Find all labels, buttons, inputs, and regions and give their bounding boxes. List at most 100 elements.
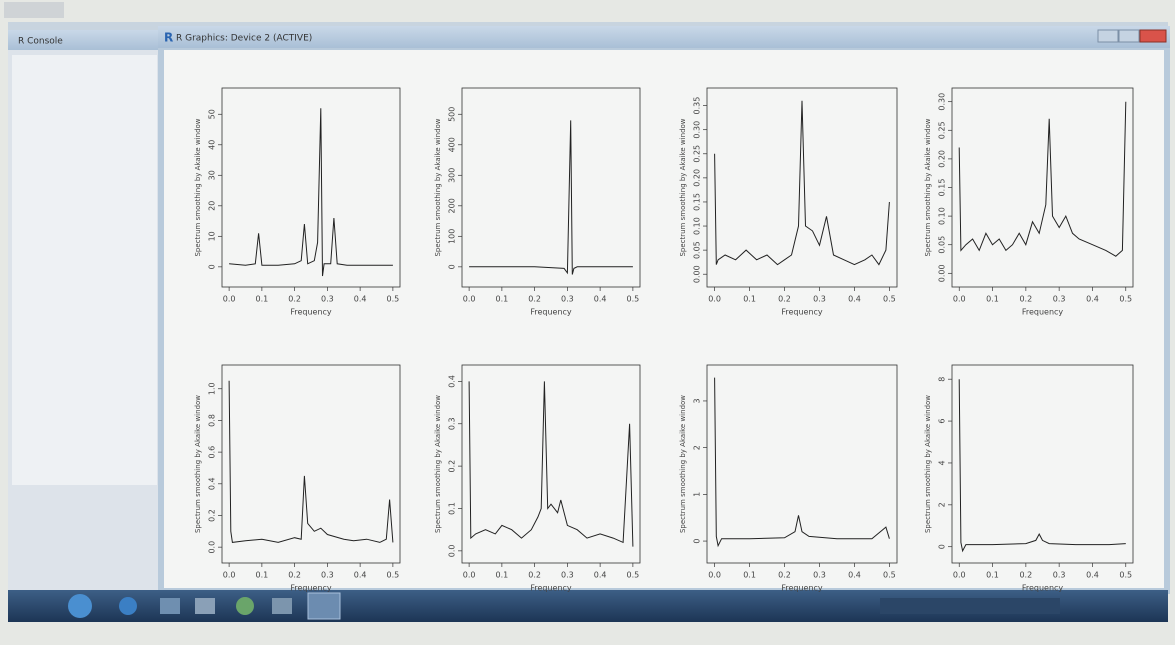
x-axis-label: Frequency <box>781 308 823 317</box>
graphics-title: R Graphics: Device 2 (ACTIVE) <box>176 34 312 44</box>
plots: 0.0 0.1 0.2 0.3 0.4 0.501020304050FrequencySp… <box>194 87 1134 593</box>
x-tick-label: 0.4 <box>848 571 861 580</box>
y-tick-label: 0.00 <box>693 265 702 283</box>
x-tick-label: 0.1 <box>986 571 999 580</box>
x-tick-label: 0.3 <box>813 571 826 580</box>
x-tick-label: 0.2 <box>288 571 301 580</box>
console-window: R Console <box>8 30 163 590</box>
media-icon[interactable] <box>236 597 254 615</box>
x-tick-label: 0.0 <box>463 571 476 580</box>
spectrum-line <box>714 377 890 548</box>
y-tick-label: 0 <box>448 264 457 269</box>
x-tick-label: 0.1 <box>256 571 269 580</box>
spectrum-line <box>229 108 393 277</box>
x-axis-label: Frequency <box>1022 584 1064 593</box>
x-tick-label: 0.0 <box>708 571 721 580</box>
y-axis-label: Spectrum smoothing by Akaike window <box>194 118 202 256</box>
y-tick-label: 2 <box>693 445 702 450</box>
y-tick-label: 0 <box>208 264 217 269</box>
y-tick-label: 1 <box>693 492 702 497</box>
explorer-icon[interactable] <box>160 598 180 614</box>
spectrum-line <box>468 381 634 547</box>
plot-box <box>706 87 898 288</box>
x-axis-label: Frequency <box>530 308 572 317</box>
app-icon[interactable] <box>272 598 292 614</box>
y-tick-label: 0.8 <box>208 414 217 427</box>
toolbar <box>4 2 64 18</box>
plot-box <box>461 364 641 564</box>
x-axis-label: Frequency <box>1022 308 1064 317</box>
x-tick-label: 0.1 <box>986 295 999 304</box>
y-tick-label: 50 <box>208 109 217 119</box>
y-tick-label: 0.25 <box>693 145 702 163</box>
x-axis-label: Frequency <box>290 584 332 593</box>
plot-box <box>706 364 898 564</box>
x-tick-label: 0.1 <box>743 571 756 580</box>
x-tick-label: 0.5 <box>1119 295 1132 304</box>
x-tick-label: 0.2 <box>1019 571 1032 580</box>
browser-icon[interactable] <box>119 597 137 615</box>
x-tick-label: 0.4 <box>354 295 367 304</box>
x-tick-label: 0.4 <box>594 571 607 580</box>
plot-box <box>221 364 401 564</box>
x-tick-label: 0.3 <box>813 295 826 304</box>
x-tick-label: 0.4 <box>354 571 367 580</box>
y-tick-label: 40 <box>208 140 217 150</box>
x-tick-label: 0.5 <box>387 571 400 580</box>
x-tick-label: 0.3 <box>561 571 574 580</box>
x-tick-label: 0.1 <box>496 295 509 304</box>
x-tick-label: 0.2 <box>778 295 791 304</box>
r-taskbar-button[interactable] <box>307 592 341 620</box>
graphics-window: R R Graphics: Device 2 (ACTIVE) <box>158 26 1170 594</box>
minimize-button[interactable] <box>1097 29 1119 43</box>
y-tick-label: 20 <box>208 201 217 211</box>
x-tick-label: 0.3 <box>321 295 334 304</box>
x-axis-label: Frequency <box>290 308 332 317</box>
spectrum-line <box>228 380 394 543</box>
y-tick-label: 400 <box>448 137 457 152</box>
x-tick-label: 0.5 <box>883 571 896 580</box>
y-tick-label: 100 <box>448 229 457 244</box>
y-tick-label: 10 <box>208 231 217 241</box>
x-tick-label: 0.5 <box>883 295 896 304</box>
x-axis-label: Frequency <box>781 584 823 593</box>
maximize-button[interactable] <box>1118 29 1140 43</box>
y-tick-label: 6 <box>938 419 947 424</box>
y-axis-label: Spectrum smoothing by Akaike window <box>924 118 932 256</box>
x-tick-label: 0.2 <box>528 571 541 580</box>
y-tick-label: 0 <box>938 544 947 549</box>
spectrum-line <box>714 100 890 266</box>
x-tick-label: 0.2 <box>288 295 301 304</box>
y-tick-label: 0.4 <box>208 477 217 490</box>
taskbar <box>8 590 1168 622</box>
x-tick-label: 0.0 <box>463 295 476 304</box>
y-tick-label: 2 <box>938 502 947 507</box>
y-axis-label: Spectrum smoothing by Akaike window <box>679 395 687 533</box>
console-body <box>12 55 157 485</box>
y-tick-label: 0.15 <box>693 193 702 211</box>
x-tick-label: 0.3 <box>561 295 574 304</box>
close-button[interactable] <box>1139 29 1167 43</box>
x-tick-label: 0.0 <box>223 571 236 580</box>
plot-box <box>461 87 641 288</box>
x-axis-label: Frequency <box>530 584 572 593</box>
x-tick-label: 0.5 <box>1119 571 1132 580</box>
y-tick-label: 0.3 <box>448 417 457 430</box>
y-tick-label: 0.2 <box>448 460 457 473</box>
console-title: R Console <box>18 37 63 47</box>
x-tick-label: 0.0 <box>708 295 721 304</box>
y-tick-label: 30 <box>208 170 217 180</box>
y-axis-label: Spectrum smoothing by Akaike window <box>434 395 442 533</box>
y-tick-label: 0.6 <box>208 446 217 459</box>
plot-canvas <box>164 50 1164 588</box>
x-tick-label: 0.3 <box>1053 571 1066 580</box>
x-tick-label: 0.0 <box>953 295 966 304</box>
start-button[interactable] <box>68 594 92 618</box>
x-tick-label: 0.0 <box>223 295 236 304</box>
folder-icon[interactable] <box>195 598 215 614</box>
y-axis-label: Spectrum smoothing by Akaike window <box>679 118 687 256</box>
y-tick-label: 0.20 <box>693 169 702 187</box>
x-tick-label: 0.1 <box>256 295 269 304</box>
y-axis-label: Spectrum smoothing by Akaike window <box>434 118 442 256</box>
